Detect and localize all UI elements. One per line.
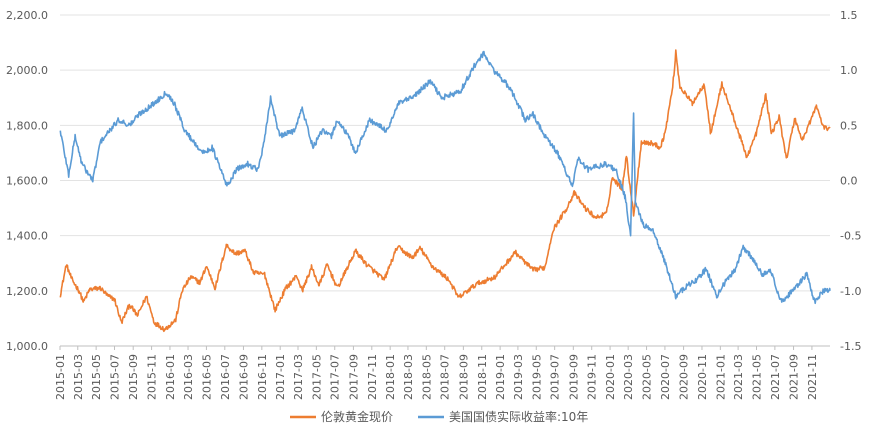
- right-axis-tick-label: -0.5: [840, 230, 861, 243]
- x-axis-tick-label: 2015-05: [90, 354, 103, 400]
- x-axis-tick-label: 2016-05: [200, 354, 213, 400]
- x-axis-tick-label: 2019-01: [494, 354, 507, 400]
- x-axis-tick-label: 2016-07: [219, 354, 232, 400]
- x-axis-tick-label: 2015-01: [54, 354, 67, 400]
- left-axis-tick-label: 1,000.0: [6, 340, 48, 353]
- x-axis-tick-label: 2018-05: [420, 354, 433, 400]
- x-axis-tick-label: 2016-03: [182, 354, 195, 400]
- left-axis-tick-label: 1,600.0: [6, 175, 48, 188]
- x-axis-tick-label: 2020-07: [659, 354, 672, 400]
- legend-label-gold: 伦敦黄金现价: [321, 409, 393, 424]
- x-axis-tick-label: 2017-07: [329, 354, 342, 400]
- right-axis-tick-label: 1.0: [840, 64, 858, 77]
- x-axis-tick-label: 2015-07: [109, 354, 122, 400]
- x-axis-tick-label: 2015-11: [146, 354, 159, 400]
- series-line-real-yield: [59, 50, 831, 305]
- right-axis-tick-label: 0.0: [840, 175, 858, 188]
- right-axis-tick-label: -1.0: [840, 285, 861, 298]
- x-axis-tick-label: 2020-03: [622, 354, 635, 400]
- x-axis: 2015-01 2015-03 2015-05 2015-07 2015-09 2015-…: [54, 346, 819, 400]
- x-axis-tick-label: 2021-09: [788, 354, 801, 400]
- x-axis-tick-label: 2016-01: [164, 354, 177, 400]
- left-axis-tick-label: 2,000.0: [6, 64, 48, 77]
- x-axis-tick-label: 2018-07: [439, 354, 452, 400]
- x-axis-tick-label: 2020-01: [604, 354, 617, 400]
- right-axis-tick-label: 1.5: [840, 9, 858, 22]
- legend-label-real-yield: 美国国债实际收益率:10年: [449, 409, 588, 424]
- x-axis-tick-label: 2020-09: [678, 354, 691, 400]
- left-axis-tick-label: 1,200.0: [6, 285, 48, 298]
- series-layer: [59, 49, 831, 333]
- x-axis-tick-label: 2019-07: [549, 354, 562, 400]
- x-axis-tick-label: 2017-01: [274, 354, 287, 400]
- series-line-gold: [59, 49, 831, 333]
- x-axis-tick-label: 2021-01: [714, 354, 727, 400]
- left-axis: 1,000.0 1,200.0 1,400.0 1,600.0 1,800.0 2,000…: [6, 9, 48, 353]
- x-axis-tick-label: 2016-09: [237, 354, 250, 400]
- x-axis-tick-label: 2020-05: [641, 354, 654, 400]
- left-axis-tick-label: 1,400.0: [6, 230, 48, 243]
- x-axis-tick-label: 2021-07: [769, 354, 782, 400]
- x-axis-tick-label: 2017-05: [310, 354, 323, 400]
- right-axis-tick-label: -1.5: [840, 340, 861, 353]
- x-axis-tick-label: 2019-11: [586, 354, 599, 400]
- legend: 伦敦黄金现价 美国国债实际收益率:10年: [290, 409, 588, 424]
- x-axis-tick-label: 2016-11: [256, 354, 269, 400]
- x-axis-tick-label: 2019-09: [567, 354, 580, 400]
- x-axis-tick-label: 2019-03: [512, 354, 525, 400]
- x-axis-tick-label: 2015-09: [127, 354, 140, 400]
- x-axis-tick-label: 2018-11: [476, 354, 489, 400]
- x-axis-tick-label: 2018-09: [457, 354, 470, 400]
- right-axis-tick-label: 0.5: [840, 119, 858, 132]
- grid: [60, 14, 830, 347]
- x-axis-tick-label: 2021-11: [806, 354, 819, 400]
- x-axis-tick-label: 2015-03: [72, 354, 85, 400]
- x-axis-tick-label: 2017-09: [347, 354, 360, 400]
- x-axis-tick-label: 2017-03: [292, 354, 305, 400]
- left-axis-tick-label: 1,800.0: [6, 119, 48, 132]
- x-axis-tick-label: 2020-11: [696, 354, 709, 400]
- x-axis-tick-label: 2018-01: [384, 354, 397, 400]
- x-axis-tick-label: 2021-03: [732, 354, 745, 400]
- x-axis-tick-label: 2021-05: [750, 354, 763, 400]
- x-axis-tick-label: 2019-05: [530, 354, 543, 400]
- left-axis-tick-label: 2,200.0: [6, 9, 48, 22]
- x-axis-tick-label: 2017-11: [366, 354, 379, 400]
- right-axis: -1.5 -1.0 -0.5 0.0 0.5 1.0 1.5: [840, 9, 861, 353]
- x-axis-tick-label: 2018-03: [402, 354, 415, 400]
